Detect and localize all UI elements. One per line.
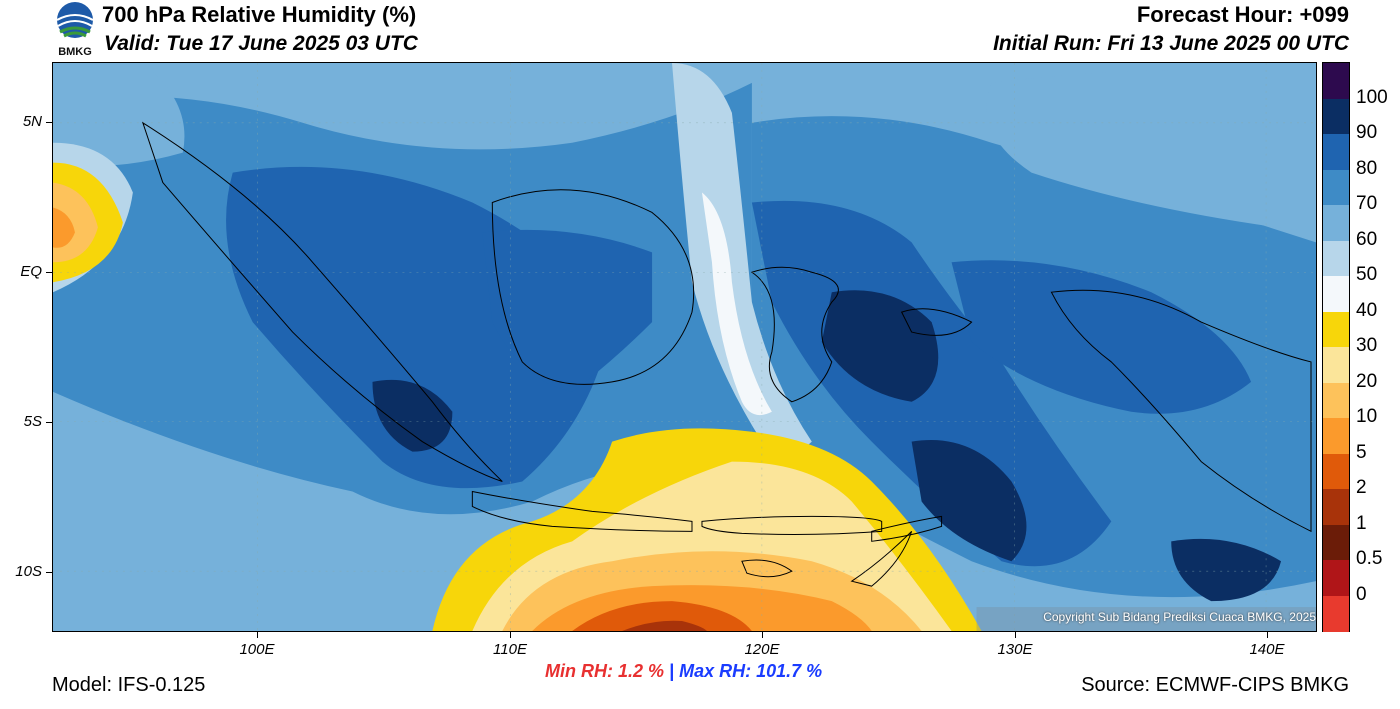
colorbar-segment xyxy=(1323,63,1349,99)
colorbar-segment xyxy=(1323,240,1349,277)
copyright-text: Copyright Sub Bidang Prediksi Cuaca BMKG… xyxy=(1043,610,1316,624)
colorbar-label: 90 xyxy=(1356,122,1378,143)
colorbar-segment xyxy=(1323,382,1349,419)
colorbar-segment xyxy=(1323,169,1349,206)
colorbar-segment xyxy=(1323,205,1349,241)
forecast-hour: Forecast Hour: +099 xyxy=(1136,2,1349,27)
humidity-colorbar xyxy=(1322,62,1350,632)
colorbar-segment xyxy=(1323,453,1349,490)
lon-tick xyxy=(1267,632,1268,638)
min-max-separator: | xyxy=(669,661,675,681)
valid-time: Valid: Tue 17 June 2025 03 UTC xyxy=(104,32,418,55)
lon-tick xyxy=(510,632,511,638)
model-label: Model: IFS-0.125 xyxy=(52,674,206,696)
bmkg-logo-icon xyxy=(52,0,98,60)
min-rh-value: Min RH: 1.2 % xyxy=(545,661,665,681)
colorbar-label: 40 xyxy=(1356,299,1378,321)
lat-tick xyxy=(46,422,52,423)
initial-run: Initial Run: Fri 13 June 2025 00 UTC xyxy=(993,32,1349,55)
colorbar-segment xyxy=(1323,595,1349,632)
colorbar-segment xyxy=(1323,489,1349,525)
colorbar-segment xyxy=(1323,134,1349,170)
colorbar-label: 30 xyxy=(1356,335,1378,356)
lon-tick xyxy=(762,632,763,638)
colorbar-label: 2 xyxy=(1356,477,1367,498)
lon-label-130e: 130E xyxy=(997,641,1033,658)
map-title: 700 hPa Relative Humidity (%) xyxy=(102,2,417,27)
colorbar-segment xyxy=(1323,524,1349,561)
lon-label-140e: 140E xyxy=(1249,641,1285,658)
colorbar-label: 10 xyxy=(1356,406,1378,427)
lat-tick xyxy=(46,122,52,123)
colorbar-segment xyxy=(1323,347,1349,383)
colorbar-segment xyxy=(1323,311,1349,348)
colorbar-label: 0 xyxy=(1356,583,1367,605)
colorbar-label: 80 xyxy=(1356,157,1378,179)
max-rh-value: Max RH: 101.7 % xyxy=(679,661,823,681)
lat-tick xyxy=(46,572,52,573)
lon-label-110e: 110E xyxy=(493,641,527,658)
lat-label-eq: EQ xyxy=(20,263,42,280)
logo-text: BMKG xyxy=(58,46,92,58)
lon-tick xyxy=(257,632,258,638)
lon-tick xyxy=(1015,632,1016,638)
lon-label-120e: 120E xyxy=(744,641,780,658)
lat-label-5n: 5N xyxy=(22,113,42,130)
colorbar-label: 100 xyxy=(1356,86,1388,108)
colorbar-label: 50 xyxy=(1356,264,1378,285)
lon-label-100e: 100E xyxy=(239,641,275,658)
humidity-map xyxy=(52,62,1317,632)
colorbar-segment xyxy=(1323,560,1349,596)
colorbar-segment xyxy=(1323,276,1349,312)
colorbar-label: 70 xyxy=(1356,193,1378,214)
lat-label-5s: 5S xyxy=(23,413,42,430)
lat-tick xyxy=(46,272,52,273)
colorbar-label: 1 xyxy=(1356,512,1367,534)
lat-label-10s: 10S xyxy=(15,563,42,580)
min-max-rh: Min RH: 1.2 % | Max RH: 101.7 % xyxy=(545,661,822,682)
source-label: Source: ECMWF-CIPS BMKG xyxy=(1081,674,1349,696)
colorbar-label: 0.5 xyxy=(1356,548,1383,569)
colorbar-segment xyxy=(1323,418,1349,454)
colorbar-label: 20 xyxy=(1356,370,1378,392)
colorbar-label: 5 xyxy=(1356,441,1367,463)
colorbar-segment xyxy=(1323,98,1349,135)
colorbar-label: 60 xyxy=(1356,228,1378,250)
